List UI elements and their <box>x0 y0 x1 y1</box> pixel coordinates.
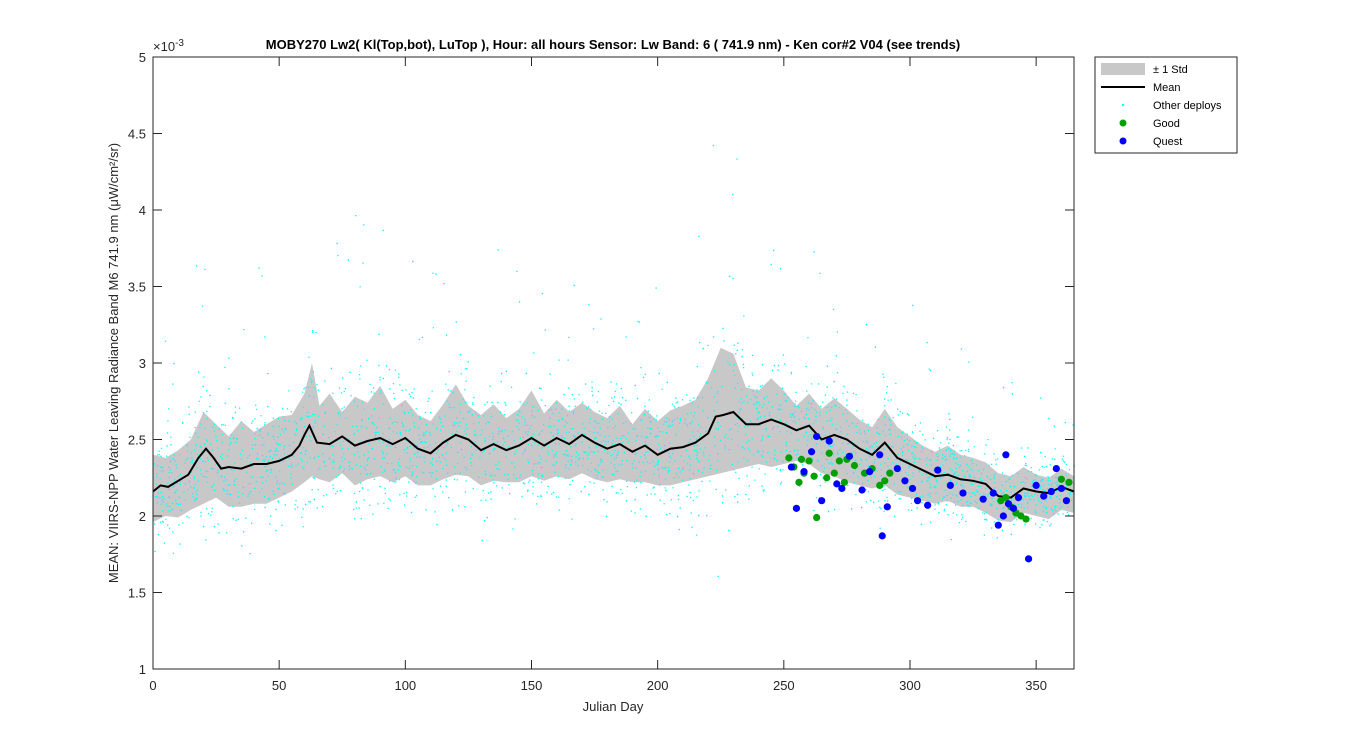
good-point <box>850 461 859 470</box>
quest-point <box>818 497 826 505</box>
x-tick-label: 0 <box>149 678 156 693</box>
legend-std-swatch <box>1101 63 1145 75</box>
std-band-layer <box>153 347 1074 523</box>
quest-point <box>792 504 801 512</box>
quest-point <box>946 481 954 489</box>
good-point <box>823 474 831 482</box>
quest-point <box>1014 494 1023 502</box>
x-tick-label: 250 <box>773 678 795 693</box>
good-point <box>835 457 843 465</box>
quest-point <box>1009 504 1018 512</box>
quest-point <box>1062 497 1071 505</box>
x-tick-label: 100 <box>394 678 416 693</box>
quest-point <box>876 451 884 459</box>
quest-point <box>1004 500 1012 508</box>
quest-point <box>878 532 886 540</box>
quest-point <box>858 486 866 494</box>
good-point <box>785 454 793 462</box>
quest-point <box>838 484 846 493</box>
good-point <box>881 477 889 485</box>
y-tick-label: 4.5 <box>128 127 146 142</box>
good-point <box>876 481 884 489</box>
quest-point <box>800 468 808 476</box>
legend-quest-swatch <box>1119 137 1127 145</box>
quest-point <box>833 480 841 488</box>
good-point <box>795 478 803 486</box>
quest-point <box>989 489 997 497</box>
quest-point <box>994 521 1002 529</box>
quest-point <box>1057 484 1065 493</box>
quest-point <box>979 495 987 503</box>
quest-point <box>959 489 967 497</box>
good-point <box>1022 515 1030 523</box>
good-point <box>1002 494 1010 502</box>
legend-good-swatch <box>1119 119 1127 127</box>
quest-point <box>1047 487 1055 496</box>
y-tick-label: 2 <box>139 509 146 524</box>
mean-line-layer <box>152 410 1075 499</box>
quest-point <box>913 497 922 505</box>
quest-point <box>1024 555 1033 563</box>
x-axis-label: Julian Day <box>583 699 644 714</box>
good-point <box>797 455 806 463</box>
legend-std-label: ± 1 Std <box>1153 64 1188 76</box>
good-point <box>1057 475 1065 483</box>
x-tick-label: 200 <box>647 678 669 693</box>
x-tick-label: 150 <box>521 678 543 693</box>
quest-point <box>807 448 816 456</box>
y-axis-label: MEAN: VIIRS-NPP Water Leaving Radiance B… <box>106 143 121 583</box>
x-tick-label: 50 <box>272 678 286 693</box>
mean-line <box>152 410 1075 499</box>
chart-title: MOBY270 Lw2( Kl(Top,bot), LuTop ), Hour:… <box>266 37 960 52</box>
quest-point <box>825 437 833 445</box>
quest-point <box>901 477 909 485</box>
y-tick-label: 4 <box>139 203 146 218</box>
x-tick-label: 300 <box>899 678 921 693</box>
y-tick-label: 5 <box>139 50 146 65</box>
quest-point <box>787 463 795 471</box>
good-point <box>1065 478 1073 486</box>
good-point <box>825 449 833 457</box>
legend-box <box>1094 56 1238 154</box>
legend-good-label: Good <box>1153 118 1180 130</box>
x-tick-label: 350 <box>1025 678 1047 693</box>
good-point <box>830 469 838 477</box>
y-exponent-label: ×10-3 <box>153 38 184 54</box>
quest-point <box>813 432 821 441</box>
good-point <box>810 472 818 480</box>
quest-point <box>908 484 917 493</box>
good-point <box>805 457 813 465</box>
y-tick-label: 3 <box>139 356 146 371</box>
quest-point <box>866 468 874 476</box>
y-tick-label: 2.5 <box>128 433 146 448</box>
quest-point <box>934 466 942 474</box>
legend-other-swatch <box>1121 103 1125 107</box>
legend: ± 1 Std Mean Other deploys Good Quest <box>1094 56 1238 154</box>
quest-point <box>999 512 1007 520</box>
x-axis: 0 50 100 150 200 250 300 350 <box>149 57 1047 693</box>
std-band <box>153 347 1074 523</box>
good-point <box>840 478 848 486</box>
quest-points-layer <box>787 432 1071 563</box>
quest-point <box>924 501 932 509</box>
good-point <box>886 469 894 477</box>
good-point <box>813 513 821 522</box>
quest-point <box>845 452 854 460</box>
quest-point <box>1002 451 1010 459</box>
y-tick-label: 3.5 <box>128 280 146 295</box>
legend-other-label: Other deploys <box>1153 100 1222 112</box>
quest-point <box>1040 492 1048 500</box>
y-axis: 1 1.5 2 2.5 3 3.5 4 4.5 5 <box>128 50 1074 677</box>
quest-point <box>883 503 891 511</box>
quest-point <box>1052 464 1060 473</box>
y-tick-label: 1 <box>139 662 146 677</box>
legend-mean-label: Mean <box>1153 82 1181 94</box>
y-tick-label: 1.5 <box>128 586 146 601</box>
quest-point <box>1032 481 1040 489</box>
legend-quest-label: Quest <box>1153 136 1182 148</box>
plot-area <box>153 57 1074 669</box>
quest-point <box>893 464 901 473</box>
